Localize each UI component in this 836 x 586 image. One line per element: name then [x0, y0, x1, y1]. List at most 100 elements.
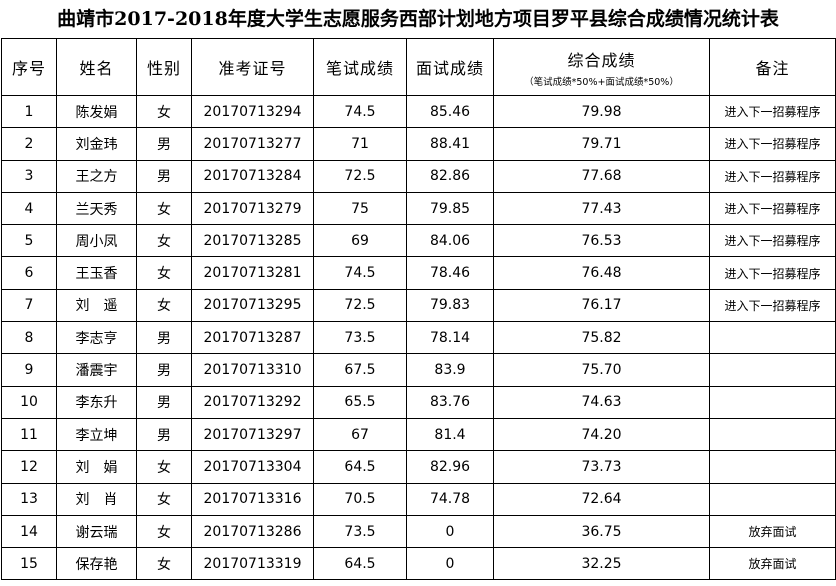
table-cell: 放弃面试 [709, 514, 836, 549]
table-cell: 陈发娟 [56, 94, 137, 129]
column-header: 姓名 [56, 38, 137, 96]
table-cell: 20170713281 [191, 256, 314, 290]
table-cell: 兰天秀 [56, 191, 137, 226]
table-row: 15 保存艳女 20170713319 64.5 0 32.25 放弃面试 [1, 547, 836, 581]
table-cell: 83.76 [406, 385, 494, 419]
header-row: 序号 姓名 性别 准考证号 笔试成绩 面试成绩 综合成绩 （笔试成绩*50%+面试成绩*50%… [1, 38, 836, 96]
table-cell: 13 [1, 482, 57, 516]
empty-cell [709, 353, 836, 387]
table-cell: 进入下一招募程序 [709, 256, 836, 290]
column-header: 面试成绩 [406, 38, 494, 96]
score-formula: （笔试成绩*50%+面试成绩*50%） [524, 76, 679, 88]
empty-cell [709, 417, 836, 452]
table-cell: 7 [1, 288, 57, 323]
table-row: 5 周小凤女 20170713285 69 84.06 76.53 进入下一招募程序 [1, 224, 836, 258]
table-cell: 79.71 [493, 127, 710, 161]
table-cell: 82.96 [406, 450, 494, 484]
table-cell: 74.5 [313, 94, 407, 129]
column-header: 笔试成绩 [313, 38, 407, 96]
table-cell: 女 [136, 482, 192, 516]
table-cell: 74.63 [493, 385, 710, 419]
table-cell: 进入下一招募程序 [709, 94, 836, 129]
table-cell: 潘震宇 [56, 353, 137, 387]
table-cell: 75.70 [493, 353, 710, 387]
table-cell: 1 [1, 94, 57, 129]
table-cell: 84.06 [406, 224, 494, 258]
table-cell: 64.5 [313, 450, 407, 484]
table-row: 14 谢云瑞女 20170713286 73.5 0 36.75 放弃面试 [1, 514, 836, 549]
table-cell: 男 [136, 417, 192, 452]
table-cell: 9 [1, 353, 57, 387]
table-cell: 刘 肖 [56, 482, 137, 516]
table-cell: 8 [1, 321, 57, 355]
table-cell: 10 [1, 385, 57, 419]
table-cell: 83.9 [406, 353, 494, 387]
column-header: 综合成绩 （笔试成绩*50%+面试成绩*50%） [493, 38, 710, 96]
table-cell: 73.5 [313, 514, 407, 549]
table-cell: 6 [1, 256, 57, 290]
table-cell: 81.4 [406, 417, 494, 452]
table-cell: 78.46 [406, 256, 494, 290]
table-cell: 85.46 [406, 94, 494, 129]
table-cell: 女 [136, 450, 192, 484]
table-cell: 2 [1, 127, 57, 161]
table-cell: 20170713297 [191, 417, 314, 452]
table-cell: 14 [1, 514, 57, 549]
table-cell: 女 [136, 94, 192, 129]
table-cell: 32.25 [493, 547, 710, 581]
table-cell: 李立坤 [56, 417, 137, 452]
table-cell: 20170713294 [191, 94, 314, 129]
table-cell: 刘金玮 [56, 127, 137, 161]
table-cell: 20170713286 [191, 514, 314, 549]
table-cell: 男 [136, 159, 192, 193]
table-row: 1 陈发娟女 20170713294 74.5 85.46 79.98 进入下一招募程序 [1, 94, 836, 129]
table-cell: 74.20 [493, 417, 710, 452]
table-cell: 谢云瑞 [56, 514, 137, 549]
table-cell: 女 [136, 256, 192, 290]
table-cell: 李志亨 [56, 321, 137, 355]
table-row: 6 王玉香女 20170713281 74.5 78.46 76.48 进入下一招募程序 [1, 256, 836, 290]
table-cell: 进入下一招募程序 [709, 127, 836, 161]
column-header: 备注 [709, 38, 836, 96]
table-cell: 88.41 [406, 127, 494, 161]
table-cell: 女 [136, 547, 192, 581]
table-row: 2 刘金玮男 20170713277 71 88.41 79.71 进入下一招募程序 [1, 127, 836, 161]
table-cell: 男 [136, 321, 192, 355]
table-cell: 男 [136, 127, 192, 161]
table-cell: 20170713295 [191, 288, 314, 323]
table-cell: 5 [1, 224, 57, 258]
table-cell: 20170713279 [191, 191, 314, 226]
table-cell: 82.86 [406, 159, 494, 193]
table-cell: 76.17 [493, 288, 710, 323]
table-cell: 67 [313, 417, 407, 452]
table-cell: 放弃面试 [709, 547, 836, 581]
table-cell: 77.68 [493, 159, 710, 193]
table-cell: 64.5 [313, 547, 407, 581]
table-cell: 65.5 [313, 385, 407, 419]
table-cell: 进入下一招募程序 [709, 159, 836, 193]
table-row: 13 刘 肖女 20170713316 70.5 74.78 72.64 [1, 482, 836, 516]
column-header: 序号 [1, 38, 57, 96]
table-cell: 71 [313, 127, 407, 161]
table-cell: 周小凤 [56, 224, 137, 258]
table-cell: 11 [1, 417, 57, 452]
table-body: 序号 姓名 性别 准考证号 笔试成绩 面试成绩 综合成绩 （笔试成绩*50%+面试成绩*50%… [1, 38, 836, 581]
table-cell: 78.14 [406, 321, 494, 355]
table-cell: 77.43 [493, 191, 710, 226]
table-cell: 20170713292 [191, 385, 314, 419]
empty-cell [709, 450, 836, 484]
table-cell: 74.78 [406, 482, 494, 516]
table-cell: 女 [136, 288, 192, 323]
table-cell: 进入下一招募程序 [709, 224, 836, 258]
table-cell: 20170713304 [191, 450, 314, 484]
table-cell: 20170713319 [191, 547, 314, 581]
table-cell: 75.82 [493, 321, 710, 355]
empty-cell [709, 385, 836, 419]
table-cell: 73.73 [493, 450, 710, 484]
empty-cell [709, 321, 836, 355]
table-cell: 67.5 [313, 353, 407, 387]
table-cell: 72.5 [313, 288, 407, 323]
table-row: 11 李立坤男 20170713297 67 81.4 74.20 [1, 417, 836, 452]
